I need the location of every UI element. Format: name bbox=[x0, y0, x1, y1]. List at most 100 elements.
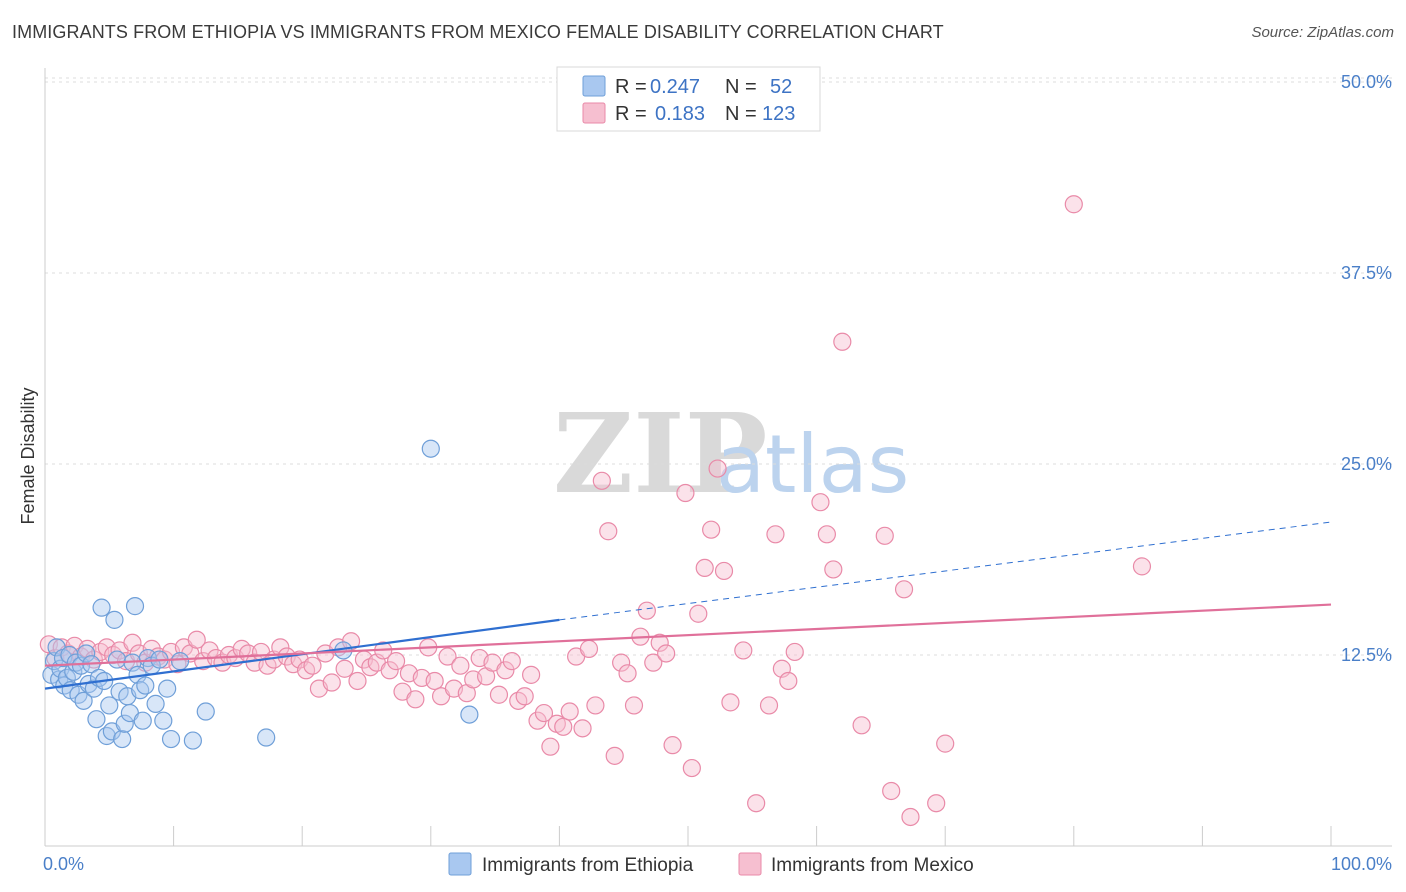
ethiopia-point bbox=[107, 650, 127, 669]
stats-legend-r-label-ethiopia: R = bbox=[615, 76, 647, 98]
mexico-point bbox=[605, 746, 624, 765]
mexico-point bbox=[534, 703, 554, 723]
y-tick-label-1: 25.0% bbox=[1341, 454, 1392, 474]
x-tick-labels: 0.0% 100.0% bbox=[43, 854, 1392, 874]
stats-legend: R = 0.247 N = 52 R = 0.183 N = 123 bbox=[556, 66, 821, 132]
mexico-point bbox=[833, 332, 852, 351]
ethiopia-point bbox=[115, 714, 134, 733]
x-tick-label-max: 100.0% bbox=[1331, 854, 1392, 874]
y-tick-labels: 12.5% 25.0% 37.5% 50.0% bbox=[1341, 72, 1392, 665]
mexico-point bbox=[528, 711, 547, 730]
ethiopia-point bbox=[77, 644, 96, 663]
mexico-point bbox=[759, 696, 779, 715]
ethiopia-point bbox=[460, 705, 479, 724]
stats-legend-r-value-mexico: 0.183 bbox=[655, 103, 705, 125]
mexico-point bbox=[714, 561, 734, 581]
mexico-point bbox=[927, 794, 946, 813]
mexico-point bbox=[624, 696, 644, 715]
stats-legend-r-label-mexico: R = bbox=[615, 103, 647, 125]
x-tick-label-min: 0.0% bbox=[43, 854, 84, 874]
mexico-point bbox=[747, 794, 766, 813]
mexico-point bbox=[894, 580, 914, 599]
mexico-point bbox=[586, 696, 605, 715]
stats-legend-n-label-mexico: N = bbox=[725, 103, 757, 125]
mexico-point bbox=[766, 525, 785, 544]
source-label: Source: ZipAtlas.com bbox=[1251, 24, 1394, 41]
mexico-point bbox=[618, 664, 637, 683]
mexico-point bbox=[451, 656, 470, 675]
mexico-point bbox=[1064, 195, 1083, 214]
ethiopia-point bbox=[170, 652, 190, 671]
mexico-point bbox=[824, 560, 843, 579]
mexico-point bbox=[637, 601, 656, 620]
ethiopia-point bbox=[257, 728, 276, 747]
mexico-point bbox=[322, 673, 341, 692]
ethiopia-point bbox=[113, 729, 132, 749]
stats-legend-r-value-ethiopia: 0.247 bbox=[650, 76, 700, 98]
y-tick-label-0: 12.5% bbox=[1341, 645, 1392, 665]
mexico-point bbox=[348, 671, 367, 691]
mexico-point bbox=[560, 702, 579, 721]
mexico-point bbox=[721, 693, 740, 712]
mexico-point bbox=[496, 661, 515, 680]
mexico-point bbox=[386, 652, 406, 671]
mexico-point bbox=[335, 659, 354, 678]
mexico-point bbox=[779, 671, 798, 691]
series-ethiopia bbox=[42, 439, 479, 750]
mexico-point bbox=[817, 525, 836, 544]
ethiopia-point bbox=[154, 711, 173, 730]
ethiopia-point bbox=[74, 691, 93, 710]
stats-legend-n-label-ethiopia: N = bbox=[725, 76, 757, 98]
mexico-point bbox=[502, 652, 521, 671]
mexico-point bbox=[689, 604, 708, 623]
ethiopia-point bbox=[133, 711, 152, 730]
mexico-point bbox=[522, 665, 541, 684]
mexico-point bbox=[785, 642, 804, 662]
ethiopia-point bbox=[100, 696, 119, 715]
ethiopia-point bbox=[158, 679, 177, 698]
mexico-point bbox=[579, 639, 599, 658]
ethiopia-point bbox=[136, 676, 155, 695]
mexico-point bbox=[303, 656, 322, 675]
mexico-point bbox=[380, 661, 399, 680]
mexico-point bbox=[438, 647, 457, 666]
y-tick-label-3: 50.0% bbox=[1341, 72, 1392, 92]
mexico-point bbox=[657, 644, 676, 663]
mexico-point bbox=[1132, 557, 1152, 576]
stats-legend-swatch-ethiopia bbox=[582, 75, 606, 97]
mexico-point bbox=[573, 719, 592, 738]
ethiopia-point bbox=[421, 439, 440, 458]
trend-lines bbox=[44, 521, 1332, 690]
mexico-point bbox=[702, 520, 721, 539]
mexico-point bbox=[811, 493, 830, 512]
mexico-point bbox=[875, 526, 894, 545]
ethiopia-point bbox=[161, 729, 181, 749]
mexico-point bbox=[406, 690, 425, 709]
mexico-point bbox=[901, 807, 920, 827]
mexico-point bbox=[612, 653, 631, 672]
ethiopia-point bbox=[183, 731, 202, 750]
ethiopia-point bbox=[105, 610, 124, 629]
mexico-point bbox=[123, 633, 142, 652]
bottom-legend: Immigrants from Ethiopia Immigrants from… bbox=[448, 852, 974, 876]
ethiopia-point bbox=[84, 679, 103, 698]
mexico-point bbox=[187, 630, 206, 649]
chart-title: IMMIGRANTS FROM ETHIOPIA VS IMMIGRANTS F… bbox=[12, 22, 944, 42]
stats-legend-n-value-ethiopia: 52 bbox=[770, 76, 792, 98]
mexico-point bbox=[695, 558, 714, 578]
ethiopia-point bbox=[92, 598, 111, 617]
stats-legend-n-value-mexico: 123 bbox=[762, 103, 795, 125]
mexico-point bbox=[852, 716, 871, 735]
mexico-point bbox=[663, 736, 682, 755]
mexico-point bbox=[541, 737, 560, 756]
ethiopia-point bbox=[87, 710, 106, 729]
watermark-zip: ZIP bbox=[553, 389, 767, 518]
mexico-point bbox=[650, 633, 669, 652]
mexico-point bbox=[599, 522, 618, 541]
watermark: ZIP atlas bbox=[553, 389, 909, 518]
legend-swatch-ethiopia bbox=[448, 852, 472, 876]
ethiopia-point bbox=[146, 694, 165, 713]
stats-legend-swatch-mexico bbox=[582, 102, 606, 124]
mexico-point bbox=[271, 638, 290, 657]
